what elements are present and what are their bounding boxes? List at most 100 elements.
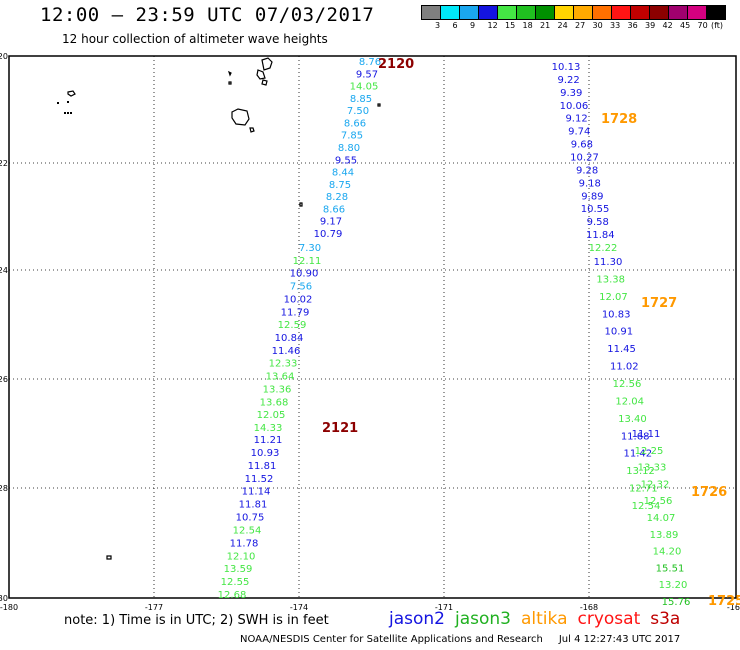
wave-height-value: 11.81 xyxy=(248,461,277,472)
track-2122: 11.21 10.93 11.81 11.52 11.14 11.81 10.7512.54… xyxy=(218,435,283,601)
wave-height-value: 12.56 xyxy=(613,379,642,390)
satellite-cryosat: cryosat xyxy=(577,609,641,629)
wave-height-value: 9.18 xyxy=(579,178,601,189)
pass-label: 2120 xyxy=(378,57,414,72)
wave-height-value: 11.30 xyxy=(594,257,623,268)
wave-height-value: 11.45 xyxy=(607,344,636,355)
satellite-jason3: jason3 xyxy=(455,609,511,629)
island-outline xyxy=(377,103,381,107)
map-subtitle: 12 hour collection of altimeter wave hei… xyxy=(62,32,328,46)
wave-height-value: 13.36 xyxy=(263,384,292,395)
lon-label: -174 xyxy=(290,603,308,612)
wave-height-value: 10.79 xyxy=(314,229,343,240)
wave-height-value: 14.20 xyxy=(653,547,682,558)
color-scale-label: 42 xyxy=(662,21,673,30)
wave-height-value: 11.21 xyxy=(254,435,283,446)
wave-height-value: 10.06 xyxy=(560,101,589,112)
island-dot xyxy=(64,112,66,114)
wave-height-value: 9.74 xyxy=(568,127,590,138)
lon-label: -171 xyxy=(435,603,453,612)
wave-height-value: 11.46 xyxy=(272,346,301,357)
wave-height-value: 10.93 xyxy=(251,448,280,459)
wave-height-value: 13.20 xyxy=(659,580,688,591)
lat-label: -22 xyxy=(0,159,8,168)
satellite-altika: altika xyxy=(521,609,568,629)
lat-label: -30 xyxy=(0,594,8,603)
color-scale-label: 18 xyxy=(522,21,533,30)
wave-height-value: 10.55 xyxy=(581,204,610,215)
wave-height-value: 10.84 xyxy=(275,333,304,344)
wave-height-value: 9.57 xyxy=(356,69,378,80)
wave-height-value: 10.02 xyxy=(284,294,313,305)
wave-height-value: 15.51 xyxy=(656,563,685,574)
wave-height-value: 14.07 xyxy=(647,513,676,524)
island-outline xyxy=(299,202,303,207)
wave-height-value: 12.59 xyxy=(278,320,307,331)
color-scale-label: 30 xyxy=(592,21,603,30)
wave-height-value: 13.64 xyxy=(266,372,295,383)
wave-height-value: 8.80 xyxy=(338,143,360,154)
wave-height-value: 14.33 xyxy=(254,423,283,434)
wave-height-value: 12.32 xyxy=(641,479,670,490)
track-1727: 11.30 13.38 12.07 10.83 10.91 11.45 11.02 12.56… xyxy=(594,257,678,512)
island-outline xyxy=(256,69,266,80)
wave-height-value: 11.11 xyxy=(632,429,661,440)
pass-label: 2121 xyxy=(322,421,358,436)
wave-height-value: 11.81 xyxy=(239,500,268,511)
wave-height-value: 8.66 xyxy=(344,118,366,129)
island-dot xyxy=(67,112,69,114)
wave-height-value: 10.13 xyxy=(552,62,581,73)
axis-labels: -20 -22 -24 -26 -28 -30-180 -177 -174 -171 -168 -1… xyxy=(0,52,740,612)
wave-height-value: 12.22 xyxy=(589,243,618,254)
wave-height-value: 10.75 xyxy=(236,513,265,524)
wave-height-value: 8.75 xyxy=(329,180,351,191)
lat-label: -20 xyxy=(0,52,8,61)
wave-height-value: 9.28 xyxy=(576,165,598,176)
pass-label: 1727 xyxy=(641,296,677,311)
wave-height-value: 13.68 xyxy=(260,397,289,408)
wave-height-value: 13.89 xyxy=(650,530,679,541)
footer-note: note: 1) Time is in UTC; 2) SWH is in fe… xyxy=(64,613,329,628)
color-swatch xyxy=(706,5,726,20)
island-dot xyxy=(57,102,59,104)
map-frame xyxy=(8,55,737,599)
wave-height-value: 8.66 xyxy=(323,204,345,215)
lon-label: -180 xyxy=(0,603,18,612)
wave-height-value: 10.27 xyxy=(570,153,599,164)
wave-height-value: 7.50 xyxy=(347,106,369,117)
island-dot xyxy=(67,101,69,103)
color-scale-label: 33 xyxy=(610,21,621,30)
wave-height-value: 8.85 xyxy=(350,94,372,105)
island-outlines xyxy=(57,57,381,560)
altimeter-tracks: 8.769.5714.058.857.508.667.858.809.558.4… xyxy=(218,57,740,609)
lat-label: -26 xyxy=(0,375,8,384)
wave-height-value: 13.33 xyxy=(638,463,667,474)
lat-label: -24 xyxy=(0,266,8,275)
wave-height-value: 11.78 xyxy=(230,538,259,549)
wave-height-value: 12.54 xyxy=(632,501,661,512)
wave-height-value: 12.33 xyxy=(269,359,298,370)
wave-height-value: 10.91 xyxy=(605,327,634,338)
wave-height-value: 11.68 xyxy=(621,431,650,442)
color-scale-label: 6 xyxy=(452,21,458,30)
color-scale-label: 3 xyxy=(435,21,441,30)
wave-height-value: 9.17 xyxy=(320,217,342,228)
track-2120: 8.769.5714.058.857.508.667.858.809.558.4… xyxy=(314,57,415,240)
wave-height-value: 12.55 xyxy=(221,577,250,588)
color-scale-label: 45 xyxy=(680,21,691,30)
wave-height-value: 9.55 xyxy=(335,155,357,166)
island-outline xyxy=(231,108,250,126)
color-scale-label: 27 xyxy=(575,21,586,30)
wave-height-value: 12.54 xyxy=(233,525,262,536)
island-outline xyxy=(67,90,76,97)
wave-height-value: 8.44 xyxy=(332,168,354,179)
lon-label: -177 xyxy=(145,603,163,612)
wave-height-value: 11.42 xyxy=(624,449,653,460)
island-outline xyxy=(261,57,273,71)
wave-height-value: 8.76 xyxy=(359,57,381,68)
wave-height-value: 14.05 xyxy=(350,82,379,93)
lat-label: -28 xyxy=(0,484,8,493)
satellite-s3a: s3a xyxy=(650,609,681,629)
wave-height-value: 9.58 xyxy=(587,217,609,228)
